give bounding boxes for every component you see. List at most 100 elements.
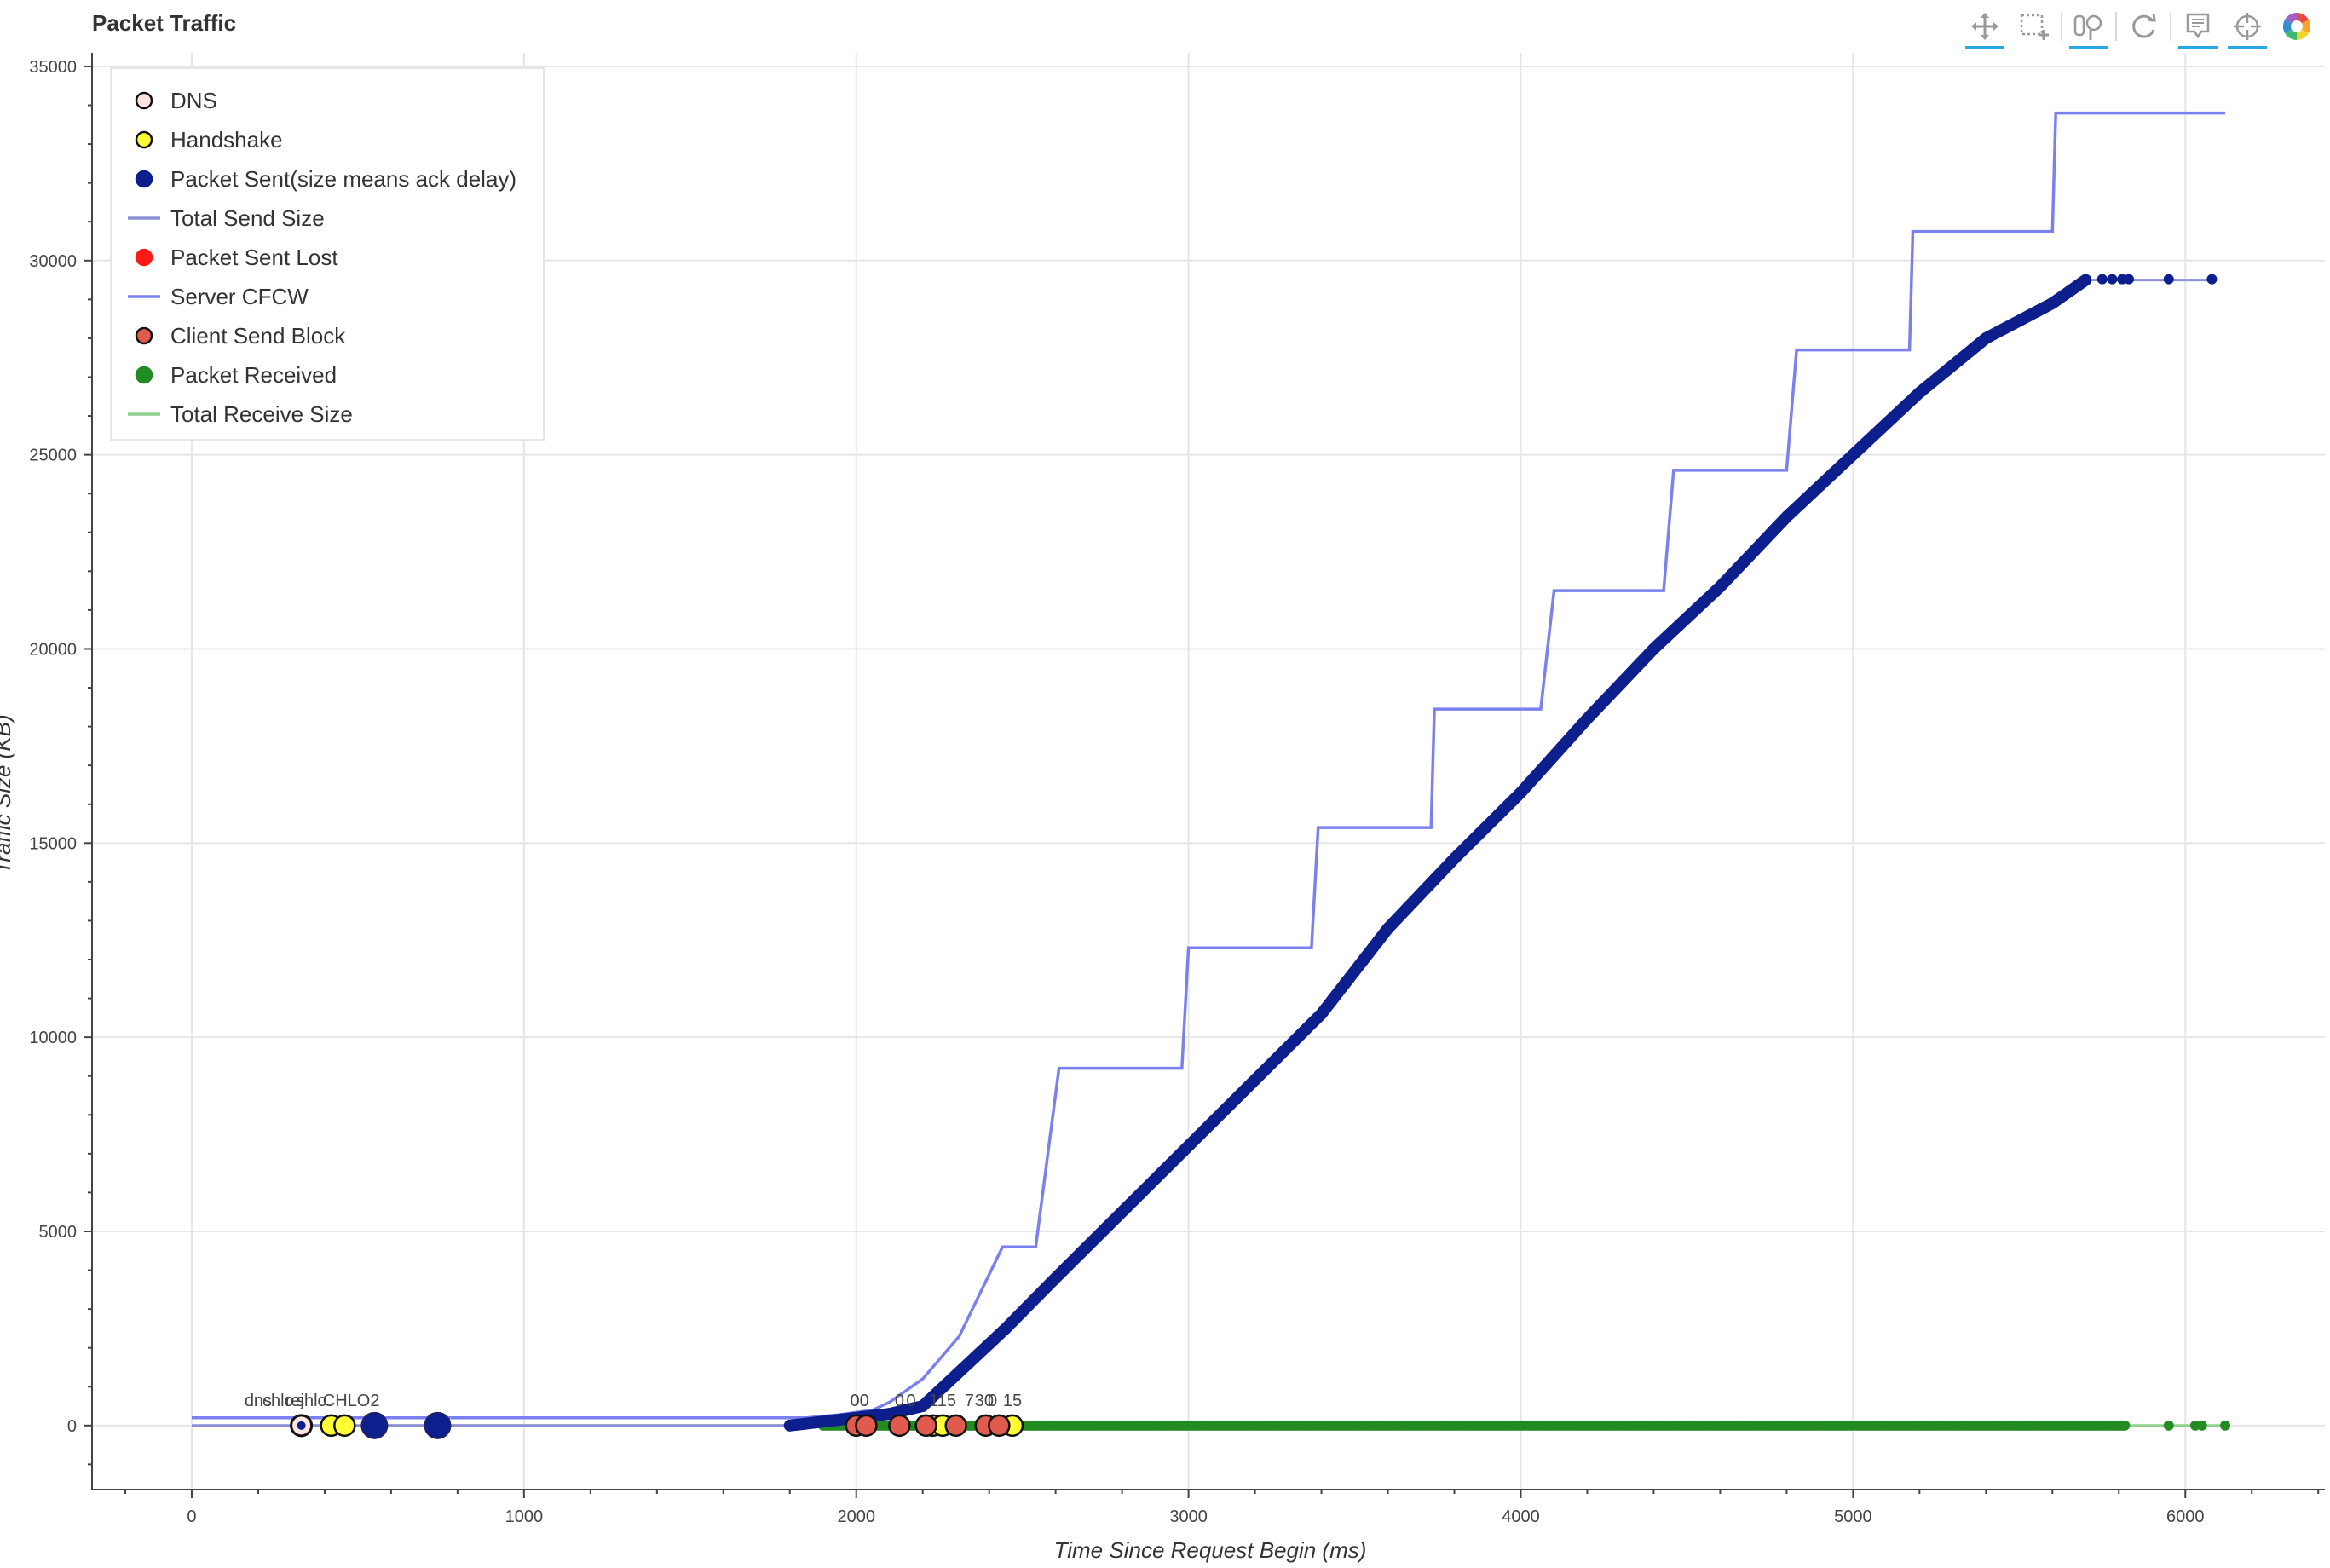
axes: 0 1000 2000 3000 4000 5000 6000050001000015000… (29, 53, 2325, 1526)
legend-label: Total Receive Size (170, 401, 353, 427)
legend-circle-swatch (135, 248, 153, 267)
point-annotation: shlo (296, 1392, 327, 1410)
box-zoom-tool[interactable] (2010, 2, 2059, 51)
packet-sent-point (360, 1411, 389, 1439)
point-annotation: 0 (906, 1392, 915, 1410)
pan-tool[interactable] (1960, 2, 2010, 51)
x-tick-label: 6000 (2166, 1507, 2205, 1526)
legend-item: Server CFCW (128, 284, 309, 309)
chart-title: Packet Traffic (92, 10, 237, 36)
point-annotation: 00 (851, 1392, 869, 1410)
client-send-block-point (855, 1414, 878, 1438)
legend-label: Client Send Block (170, 323, 346, 349)
handshake-point (333, 1414, 356, 1438)
y-axis-label: Traffic Size (KB) (0, 714, 15, 873)
legend-item: Client Send Block (135, 323, 346, 349)
reset-icon (2132, 13, 2156, 38)
legend-circle-swatch (135, 326, 153, 345)
packet-received-point (2163, 1420, 2174, 1431)
legend-item: DNS (135, 88, 217, 113)
hover-icon (2186, 13, 2210, 39)
legend-item: Packet Sent(size means ack delay) (135, 166, 516, 192)
client-send-block-point (944, 1414, 967, 1438)
point-annotation: 30 (975, 1392, 994, 1410)
crosshair-tool[interactable] (2223, 2, 2272, 51)
packet-sent-point (297, 1421, 306, 1430)
y-tick-label: 35000 (29, 58, 77, 77)
point-annotation: CHLO2 (323, 1392, 380, 1410)
packet-sent-point (2079, 274, 2092, 286)
box-zoom-icon (2020, 14, 2049, 40)
legend-item: Packet Sent Lost (135, 245, 338, 270)
y-tick-label: 25000 (29, 447, 77, 465)
legend-item: Total Send Size (128, 205, 325, 231)
legend-label: Total Send Size (170, 205, 325, 231)
legend-label: Handshake (170, 127, 283, 153)
y-tick-label: 5000 (39, 1223, 78, 1242)
x-tick-label: 2000 (837, 1507, 875, 1526)
toolbar-divider (2061, 12, 2062, 41)
client-send-block-point (914, 1414, 937, 1438)
point-annotation: chlo (262, 1392, 294, 1410)
y-tick-label: 10000 (29, 1029, 77, 1047)
grid-lines (92, 53, 2325, 1490)
packet-sent-point (2107, 274, 2118, 285)
x-axis-label: Time Since Request Begin (ms) (1054, 1537, 1367, 1563)
x-tick-label: 3000 (1169, 1507, 1208, 1526)
point-annotation: 7 (965, 1392, 974, 1410)
legend-box (110, 67, 545, 441)
bokeh-logo[interactable] (2272, 2, 2321, 51)
x-tick-label: 5000 (1834, 1507, 1872, 1526)
legend-label: Packet Sent(size means ack delay) (170, 166, 516, 192)
legend-circle-swatch (135, 170, 153, 188)
toolbar-divider (2170, 12, 2171, 41)
y-tick-label: 0 (67, 1417, 77, 1436)
wheel-zoom-icon (2073, 14, 2102, 40)
wheel-zoom-tool[interactable] (2064, 2, 2114, 51)
crosshair-icon (2234, 13, 2261, 40)
total-send-size-line (192, 279, 2212, 1427)
y-tick-label: 20000 (29, 640, 77, 659)
packet-sent-point (424, 1411, 452, 1439)
packet-sent-point (2096, 274, 2108, 285)
packet-sent-series (360, 274, 2218, 1439)
packet-received-point (2220, 1420, 2231, 1431)
point-annotation: 0 (895, 1392, 904, 1410)
plot-series (192, 111, 2231, 1439)
legend-label: DNS (170, 88, 217, 113)
point-annotation: 115 (929, 1392, 956, 1410)
reset-tool[interactable] (2119, 2, 2168, 51)
legend-label: Server CFCW (170, 284, 309, 309)
chart-toolbar (1960, 2, 2330, 51)
point-annotation: 15 (1003, 1392, 1022, 1410)
packet-sent-point (2123, 274, 2134, 285)
packet-sent-point (2163, 274, 2174, 285)
y-tick-label: 15000 (29, 834, 77, 853)
legend-item: Handshake (135, 127, 283, 153)
move-icon (1971, 13, 1998, 40)
client-send-block-point (988, 1414, 1011, 1438)
legend-circle-swatch (135, 130, 153, 149)
legend-circle-swatch (135, 366, 153, 384)
y-tick-label: 30000 (29, 252, 77, 271)
packet-sent-point (2206, 274, 2218, 285)
packet-received-point (2196, 1420, 2207, 1431)
x-tick-label: 0 (187, 1507, 196, 1526)
bokeh-logo-icon (2282, 12, 2311, 41)
legend-item: Packet Received (135, 362, 337, 388)
hover-tool[interactable] (2173, 2, 2223, 51)
point-annotation: rej (285, 1392, 304, 1410)
legend-item: Total Receive Size (128, 401, 353, 427)
client-send-block-point (888, 1414, 911, 1438)
toolbar-divider (2115, 12, 2117, 41)
point-annotation: 0 (988, 1392, 997, 1410)
packet-received-point (2119, 1420, 2131, 1431)
x-tick-label: 4000 (1502, 1507, 1540, 1526)
legend-label: Packet Sent Lost (170, 245, 338, 270)
legend-circle-swatch (135, 91, 153, 110)
x-tick-label: 1000 (505, 1507, 544, 1526)
legend[interactable]: DNS Handshake Packet Sent(size means ack d… (110, 67, 545, 441)
legend-label: Packet Received (170, 362, 337, 388)
